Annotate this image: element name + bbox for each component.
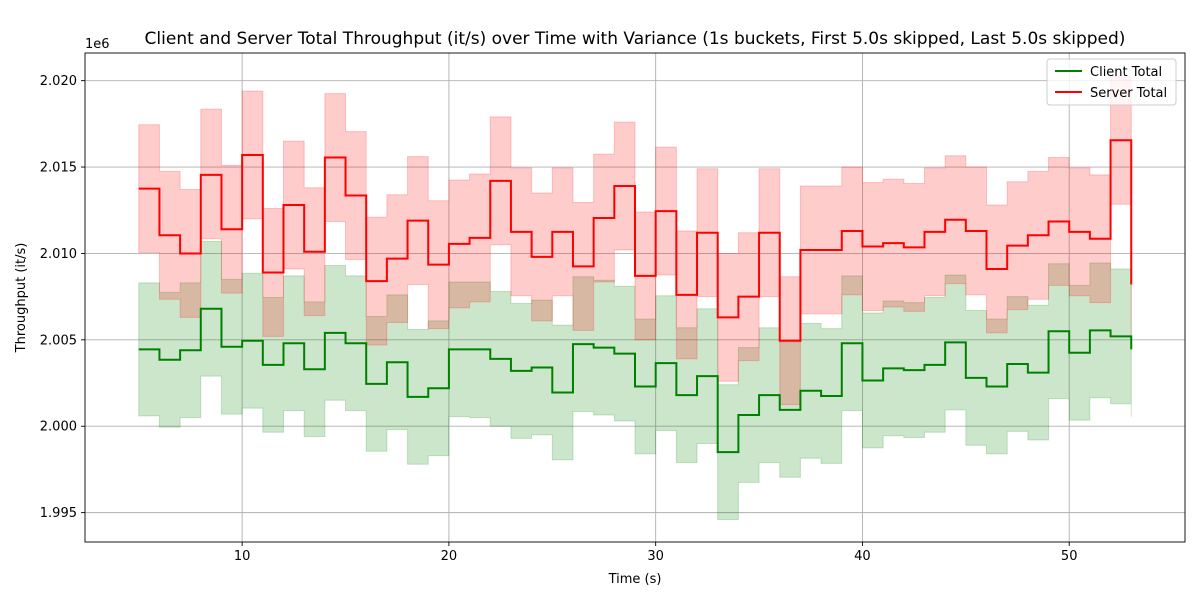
- y-tick-label: 2.005: [40, 333, 77, 348]
- x-tick-label: 20: [441, 549, 458, 564]
- x-tick-label: 10: [234, 549, 251, 564]
- legend-entry-client-total: Client Total: [1090, 65, 1162, 80]
- y-tick-label: 2.000: [40, 420, 77, 435]
- variance-bands: [138, 75, 1132, 521]
- x-tick-label: 40: [854, 549, 871, 564]
- y-axis-offset-label: 1e6: [85, 37, 110, 52]
- plot-frame: [84, 52, 1186, 543]
- x-tick-label: 30: [647, 549, 664, 564]
- y-tick-label: 1.995: [40, 506, 77, 521]
- x-axis-label: Time (s): [608, 572, 662, 587]
- client-total-line: [138, 307, 1133, 454]
- y-axis-label: Throughput (it/s): [14, 243, 29, 354]
- series-lines: [138, 139, 1133, 454]
- y-tick-label: 2.010: [40, 247, 77, 262]
- y-tick-label: 2.020: [40, 74, 77, 89]
- x-tick-label: 50: [1061, 549, 1078, 564]
- chart-title: Client and Server Total Throughput (it/s…: [145, 29, 1126, 49]
- legend-entry-server-total: Server Total: [1090, 86, 1167, 101]
- server-total-line: [138, 139, 1133, 342]
- legend: Client Total Server Total: [1046, 58, 1177, 106]
- y-tick-label: 2.015: [40, 161, 77, 176]
- axis-ticks: 10 20 30 40 50 1.995 2.000 2.005 2.010 2.015 2.020: [40, 74, 1078, 564]
